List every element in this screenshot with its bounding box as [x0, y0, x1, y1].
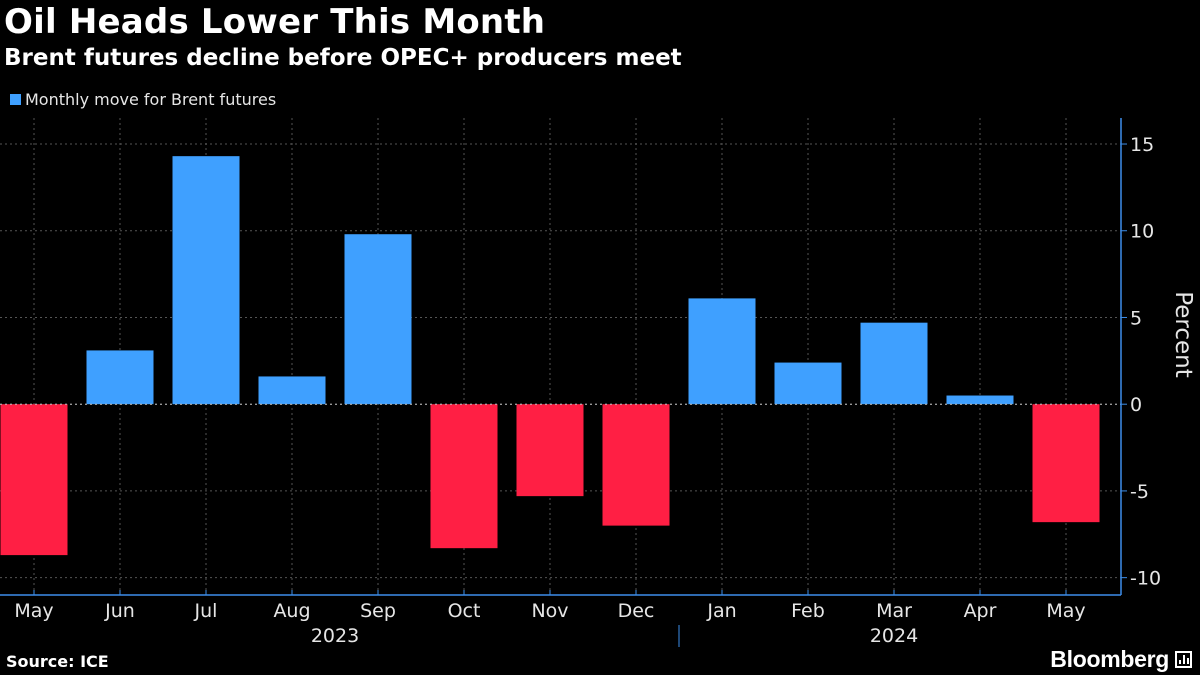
- source-note: Source: ICE: [6, 652, 109, 671]
- x-tick-label: Jul: [194, 600, 218, 622]
- chart-title: Oil Heads Lower This Month: [4, 2, 546, 42]
- bar-may-12: [1032, 404, 1100, 523]
- brand-name: Bloomberg: [1050, 646, 1169, 672]
- bar-aug-3: [258, 376, 326, 405]
- x-tick-label: Jan: [706, 600, 736, 622]
- x-tick-label: May: [1046, 600, 1085, 622]
- bar-oct-5: [430, 404, 498, 549]
- y-axis-label: Percent: [1170, 291, 1196, 378]
- x-tick-label: Dec: [618, 600, 655, 622]
- bar-jan-8: [688, 298, 756, 405]
- x-tick-label: Mar: [876, 600, 912, 622]
- legend-swatch: [10, 94, 21, 105]
- legend-label: Monthly move for Brent futures: [25, 90, 277, 109]
- bar-dec-7: [602, 404, 670, 526]
- x-tick-label: Feb: [791, 600, 825, 622]
- chart-legend: Monthly move for Brent futures: [10, 90, 276, 109]
- bar-may-0: [0, 404, 68, 556]
- year-label-2023: 2023: [311, 625, 359, 647]
- bar-feb-9: [774, 362, 842, 405]
- x-tick-label: Oct: [448, 600, 481, 622]
- x-tick-label: Nov: [531, 600, 568, 622]
- chart-subtitle: Brent futures decline before OPEC+ produ…: [4, 45, 682, 71]
- bloomberg-chart-icon: [1175, 651, 1192, 668]
- y-tick-label: 15: [1130, 134, 1154, 156]
- x-tick-label: Aug: [273, 600, 310, 622]
- brand-logo: Bloomberg: [1050, 646, 1192, 673]
- y-tick-label: -5: [1130, 481, 1149, 503]
- year-label-2024: 2024: [870, 625, 918, 647]
- y-tick-label: -10: [1130, 568, 1161, 590]
- y-tick-label: 0: [1130, 394, 1142, 416]
- y-tick-label: 5: [1130, 307, 1142, 329]
- bar-jul-2: [172, 156, 240, 405]
- x-tick-label: May: [14, 600, 53, 622]
- bar-mar-10: [860, 322, 928, 405]
- bar-apr-11: [946, 395, 1014, 405]
- x-tick-label: Sep: [360, 600, 396, 622]
- bar-sep-4: [344, 234, 412, 405]
- bar-jun-1: [86, 350, 154, 405]
- x-tick-label: Apr: [964, 600, 997, 622]
- y-tick-label: 10: [1130, 221, 1154, 243]
- bar-nov-6: [516, 404, 584, 497]
- x-tick-label: Jun: [104, 600, 135, 622]
